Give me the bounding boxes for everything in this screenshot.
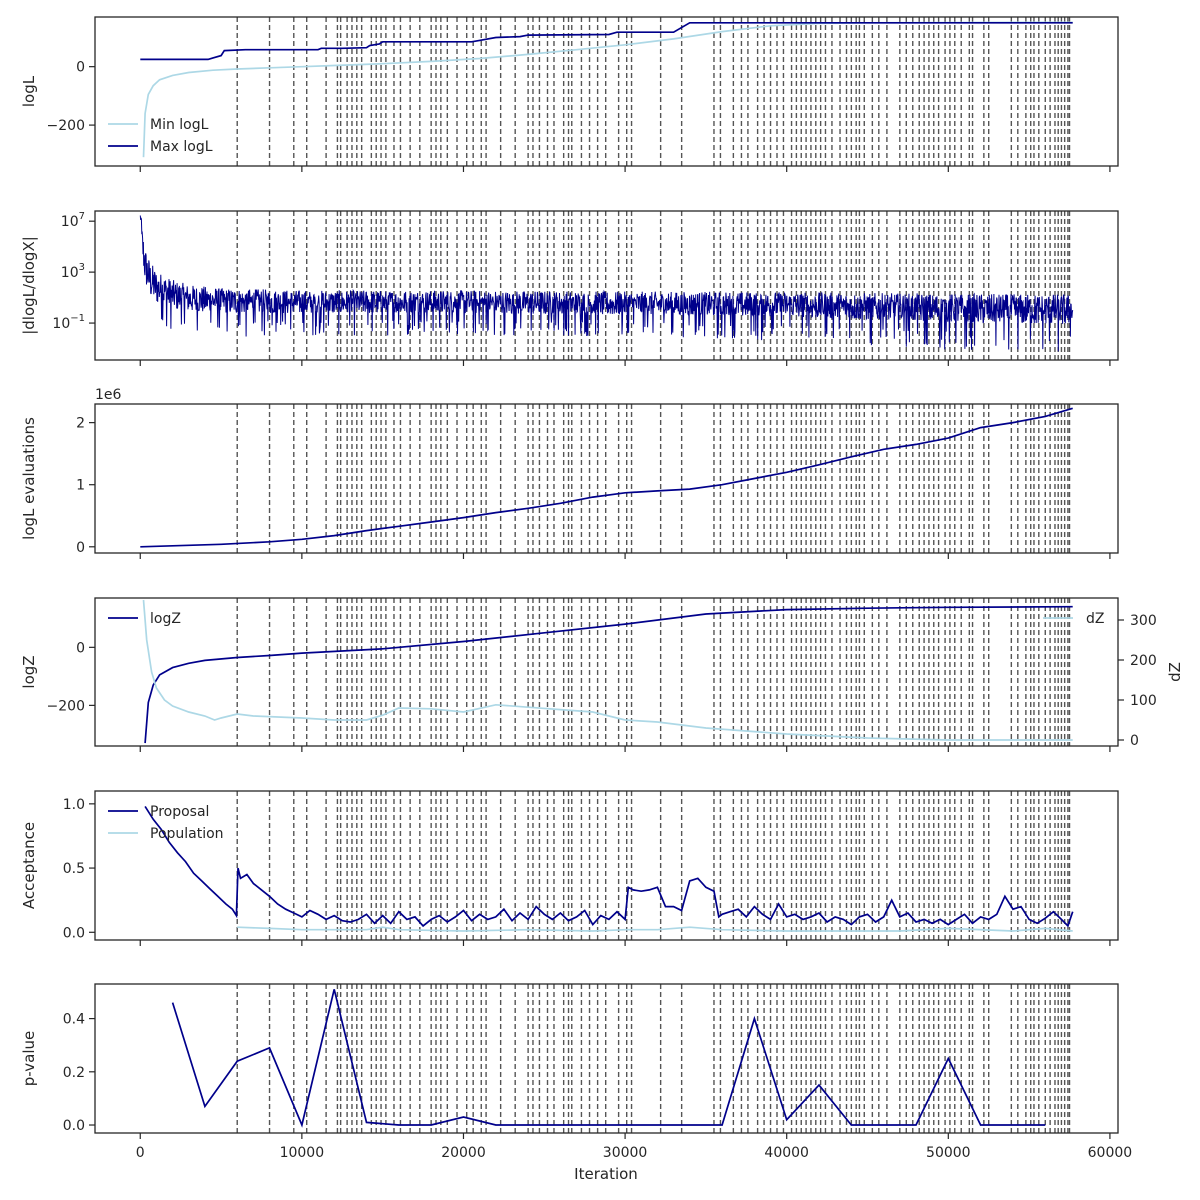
series-line-0 (144, 805, 1074, 928)
vline-group (236, 211, 1071, 360)
y-tick-label: 0.5 (63, 861, 85, 877)
y-tick-label: 1.0 (63, 797, 85, 813)
y-tick-label: −200 (47, 118, 85, 134)
y-axis-label: p-value (20, 1031, 38, 1087)
y-axis-label: Acceptance (20, 822, 38, 909)
y-tick-label: 0 (76, 60, 85, 76)
legend-label: Proposal (150, 804, 209, 820)
axes-frame (94, 790, 1119, 941)
series-group (171, 989, 1046, 1128)
right-y-tick-label: 200 (1130, 653, 1157, 669)
vline-group (236, 404, 1071, 553)
series-group (140, 407, 1073, 548)
right-y-tick-label: 0 (1130, 733, 1139, 749)
x-tick-label: 40000 (764, 1145, 809, 1161)
y-axis-label: logZ (20, 655, 38, 688)
panel-logZ: 0 −200 0 100 200 300 dZ logZ logZ dZ (20, 597, 1184, 752)
series-line-1 (140, 21, 1073, 61)
series-group (139, 215, 1074, 352)
series-group (144, 805, 1074, 932)
y-tick-label: 103 (61, 262, 85, 281)
y-tick-base: 10 (61, 214, 79, 230)
legend-label: logZ (150, 611, 181, 627)
y-tick-exponent: 3 (79, 262, 85, 273)
x-tick-label: 30000 (603, 1145, 648, 1161)
y-tick-label: 10−1 (52, 313, 85, 332)
series-group (142, 599, 1073, 744)
y-axis-label: |dlogL/dlogX| (20, 236, 38, 335)
legend-label: dZ (1086, 611, 1104, 627)
y-tick-label: 0.4 (63, 1012, 85, 1028)
axes-frame (94, 16, 1119, 167)
axes-frame (94, 983, 1119, 1134)
vline-group (236, 984, 1071, 1133)
series-line-1 (237, 926, 1073, 932)
vline-group (236, 598, 1071, 746)
series-line-0 (142, 21, 1073, 158)
series-group (140, 21, 1073, 158)
right-y-axis-label: dZ (1166, 662, 1184, 682)
y-tick-exponent: 7 (79, 211, 85, 222)
x-tick-label: 20000 (441, 1145, 486, 1161)
series-line-1 (142, 599, 1073, 741)
x-tick-label: 0 (136, 1145, 145, 1161)
y-tick-base: 10 (61, 265, 79, 281)
series-line-0 (140, 407, 1073, 548)
y-tick-label: 107 (61, 211, 85, 230)
legend-label: Min logL (150, 117, 209, 133)
y-tick-label: 0.0 (63, 1118, 85, 1134)
y-tick-base: 10 (52, 316, 70, 332)
panel-acceptance: 0.0 0.5 1.0 Acceptance Proposal Population (20, 790, 1119, 946)
offset-text: 1e6 (95, 387, 122, 403)
x-tick-label: 50000 (926, 1145, 971, 1161)
vline-group (236, 17, 1071, 166)
x-tick-label: 60000 (1088, 1145, 1133, 1161)
legend-label: Max logL (150, 139, 213, 155)
series-line-0 (144, 605, 1073, 744)
y-axis-label: logL (20, 75, 38, 107)
right-y-tick-label: 100 (1130, 693, 1157, 709)
series-line-0 (139, 215, 1074, 352)
panel-evals: 0 1 2 1e6 logL evaluations (20, 387, 1119, 559)
y-tick-label: 0.2 (63, 1065, 85, 1081)
y-tick-label: 0 (76, 540, 85, 556)
x-axis-label: Iteration (574, 1165, 638, 1183)
x-tick-label: 10000 (280, 1145, 325, 1161)
legend-label: Population (150, 826, 224, 842)
axes-frame (94, 403, 1119, 554)
series-line-0 (171, 989, 1046, 1128)
y-tick-label: −200 (47, 698, 85, 714)
panel-pvalue: 0 10000 20000 30000 40000 50000 60000 0.0 0.2 0.4… (20, 983, 1133, 1161)
y-tick-exponent: −1 (70, 313, 85, 324)
y-tick-label: 1 (76, 478, 85, 494)
axes-frame (94, 597, 1119, 747)
panel-logL: 0 −200 logL Min logL Max logL (20, 16, 1119, 172)
y-tick-label: 0.0 (63, 925, 85, 941)
y-tick-label: 2 (76, 416, 85, 432)
axes-frame (94, 210, 1119, 361)
y-axis-label: logL evaluations (20, 417, 38, 540)
right-y-tick-label: 300 (1130, 613, 1157, 629)
y-tick-label: 0 (76, 640, 85, 656)
